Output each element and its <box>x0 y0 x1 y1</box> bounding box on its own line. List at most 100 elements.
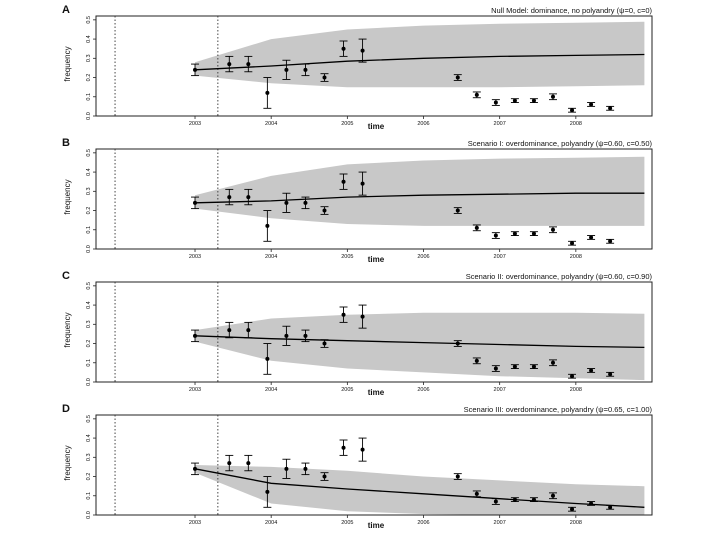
data-point <box>341 445 346 450</box>
y-tick-labels: 0.0 0.1 0.2 0.3 0.4 0.5 <box>86 16 96 120</box>
y-tick-labels: 0.0 0.1 0.2 0.3 0.4 0.5 <box>86 282 96 386</box>
data-point <box>512 231 517 236</box>
data-point <box>322 474 327 479</box>
y-tick-label: 0.1 <box>86 359 92 367</box>
mean-line <box>194 53 645 71</box>
panel-letter: B <box>62 137 70 149</box>
x-tick-labels: 2003 2004 2005 2006 2007 2008 <box>189 515 582 526</box>
x-axis-label: time <box>368 255 385 264</box>
data-point <box>284 67 289 72</box>
data-point <box>322 341 327 346</box>
panel-title: Scenario I: overdominance, polyandry (ψ=… <box>468 139 653 148</box>
y-tick-label: 0.5 <box>86 282 92 290</box>
y-tick-label: 0.2 <box>86 74 92 82</box>
panel-d: D Scenario III: overdominance, polyandry… <box>62 403 653 530</box>
data-point <box>550 360 555 365</box>
confidence-band <box>195 156 645 226</box>
data-point <box>531 364 536 369</box>
y-tick-label: 0.5 <box>86 16 92 24</box>
data-point <box>227 328 232 333</box>
x-tick-label: 2005 <box>341 254 353 260</box>
data-point <box>589 501 594 506</box>
data-point <box>531 98 536 103</box>
data-point <box>474 92 479 97</box>
data-point <box>193 333 198 338</box>
data-point <box>570 374 575 379</box>
data-point <box>531 231 536 236</box>
y-tick-labels: 0.0 0.1 0.2 0.3 0.4 0.5 <box>86 149 96 253</box>
x-tick-label: 2006 <box>417 254 429 260</box>
x-tick-label: 2008 <box>570 387 582 393</box>
y-tick-label: 0.0 <box>86 245 92 253</box>
data-point <box>341 312 346 317</box>
mean-line <box>194 468 645 508</box>
y-tick-label: 0.4 <box>86 168 92 176</box>
data-point <box>246 62 251 67</box>
data-point <box>303 466 308 471</box>
panel-letter: A <box>62 4 70 16</box>
x-tick-label: 2003 <box>189 520 201 526</box>
data-point <box>474 358 479 363</box>
data-point <box>512 497 517 502</box>
data-point <box>455 75 460 80</box>
x-tick-label: 2004 <box>265 254 277 260</box>
y-tick-label: 0.2 <box>86 207 92 215</box>
data-point <box>303 67 308 72</box>
y-tick-label: 0.5 <box>86 149 92 157</box>
y-tick-label: 0.3 <box>86 54 92 62</box>
y-tick-label: 0.3 <box>86 320 92 328</box>
y-tick-label: 0.4 <box>86 434 92 442</box>
y-tick-label: 0.1 <box>86 492 92 500</box>
plot-frame <box>95 148 653 250</box>
data-point <box>265 223 270 228</box>
plot-area <box>95 281 653 383</box>
y-axis-label: frequency <box>63 179 72 214</box>
x-tick-labels: 2003 2004 2005 2006 2007 2008 <box>189 116 582 127</box>
data-point <box>455 341 460 346</box>
y-tick-label: 0.3 <box>86 187 92 195</box>
data-point <box>608 505 613 510</box>
x-tick-label: 2008 <box>570 121 582 127</box>
data-point <box>193 67 198 72</box>
data-point <box>474 491 479 496</box>
x-tick-label: 2007 <box>494 387 506 393</box>
data-point <box>589 368 594 373</box>
data-point <box>341 179 346 184</box>
x-tick-labels: 2003 2004 2005 2006 2007 2008 <box>189 249 582 260</box>
panel-letter: D <box>62 403 70 415</box>
data-point <box>284 466 289 471</box>
data-point <box>360 314 365 319</box>
data-point <box>608 239 613 244</box>
data-point <box>227 461 232 466</box>
data-point <box>303 333 308 338</box>
x-tick-label: 2007 <box>494 121 506 127</box>
plot-area <box>95 148 653 250</box>
x-tick-labels: 2003 2004 2005 2006 2007 2008 <box>189 382 582 393</box>
y-tick-label: 0.3 <box>86 453 92 461</box>
y-axis-label: frequency <box>63 445 72 480</box>
data-point <box>608 372 613 377</box>
plot-area <box>95 414 653 516</box>
x-tick-label: 2005 <box>341 121 353 127</box>
data-point <box>303 200 308 205</box>
confidence-band <box>195 465 645 515</box>
y-tick-label: 0.0 <box>86 112 92 120</box>
panel-letter: C <box>62 270 70 282</box>
x-tick-label: 2007 <box>494 254 506 260</box>
data-point <box>589 235 594 240</box>
data-point <box>360 48 365 53</box>
x-axis-label: time <box>368 388 385 397</box>
panel-title: Scenario III: overdominance, polyandry (… <box>464 405 653 414</box>
data-point <box>246 328 251 333</box>
confidence-band <box>195 21 645 88</box>
data-point <box>589 102 594 107</box>
x-axis-label: time <box>368 122 385 131</box>
data-point <box>493 499 498 504</box>
data-point <box>493 233 498 238</box>
x-tick-label: 2006 <box>417 520 429 526</box>
y-tick-label: 0.2 <box>86 473 92 481</box>
data-point <box>265 489 270 494</box>
data-point <box>322 75 327 80</box>
x-tick-label: 2007 <box>494 520 506 526</box>
